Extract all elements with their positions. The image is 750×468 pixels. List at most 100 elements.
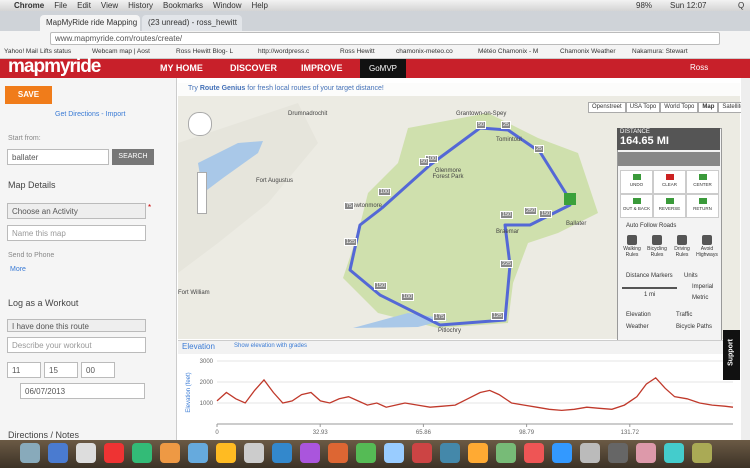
tool-button[interactable]: OUT & BACK: [620, 194, 653, 218]
name-input[interactable]: Name this map: [7, 225, 146, 241]
elevation-title[interactable]: Elevation: [182, 342, 215, 351]
tool-button[interactable]: CLEAR: [653, 170, 686, 194]
y-tick-label: 1000: [200, 401, 214, 407]
link[interactable]: More: [10, 266, 26, 273]
bookmark[interactable]: Chamonix Weather: [560, 48, 616, 55]
tool-button[interactable]: UNDO: [620, 170, 653, 194]
nav-link[interactable]: IMPROVE: [301, 63, 343, 73]
activity-select[interactable]: Choose an Activity: [7, 203, 146, 219]
layer-label[interactable]: Traffic: [676, 312, 693, 318]
address-bar[interactable]: www.mapmyride.com/routes/create/: [50, 32, 720, 45]
dock-icon[interactable]: [20, 443, 40, 463]
bookmark[interactable]: chamonix-meteo.co: [396, 48, 453, 55]
bookmark[interactable]: http://wordpress.c: [258, 48, 310, 55]
bookmark[interactable]: Nakamura: Stewart: [632, 48, 688, 55]
checkbox-label[interactable]: Distance Markers: [626, 273, 673, 279]
bookmark[interactable]: Ross Hewitt Blog- L: [176, 48, 234, 55]
dock-icon[interactable]: [48, 443, 68, 463]
map-type-button[interactable]: Openstreet: [588, 102, 626, 113]
dock-icon[interactable]: [244, 443, 264, 463]
menu[interactable]: Edit: [77, 1, 91, 10]
menu[interactable]: View: [100, 1, 119, 10]
map-type-button[interactable]: USA Topo: [625, 102, 661, 113]
search-button[interactable]: SEARCH: [112, 149, 154, 165]
menu[interactable]: File: [54, 1, 68, 10]
tool-button[interactable]: RETURN: [686, 194, 719, 218]
dock-icon[interactable]: [76, 443, 96, 463]
dock-icon[interactable]: [468, 443, 488, 463]
units-label: Units: [684, 273, 698, 279]
layer-label[interactable]: Elevation: [626, 312, 651, 318]
dock-icon[interactable]: [300, 443, 320, 463]
rule-option[interactable]: Bicycling Rules: [645, 234, 669, 266]
dock-icon[interactable]: [104, 443, 124, 463]
dock-icon[interactable]: [440, 443, 460, 463]
dock-icon[interactable]: [384, 443, 404, 463]
dock-icon[interactable]: [188, 443, 208, 463]
time-input[interactable]: 11: [7, 362, 41, 378]
directions-link[interactable]: Get Directions - Import: [55, 111, 126, 118]
support-tab[interactable]: [723, 330, 740, 380]
nav-link[interactable]: MY HOME: [160, 63, 203, 73]
bookmark[interactable]: Ross Hewitt: [340, 48, 375, 55]
tool-button[interactable]: CENTER: [686, 170, 719, 194]
nav-link[interactable]: DISCOVER: [230, 63, 278, 73]
dock-icon[interactable]: [664, 443, 684, 463]
dock-icon[interactable]: [356, 443, 376, 463]
app-menu[interactable]: Chrome: [14, 1, 45, 10]
dock-icon[interactable]: [272, 443, 292, 463]
dock-icon[interactable]: [524, 443, 544, 463]
checkbox-label[interactable]: Send to Phone: [8, 252, 55, 259]
menu[interactable]: Bookmarks: [163, 1, 204, 10]
grades-link[interactable]: Show elevation with grades: [234, 343, 308, 349]
promo[interactable]: GoMVP: [360, 59, 406, 78]
rule-option[interactable]: Walking Rules: [620, 234, 644, 266]
dock-icon[interactable]: [216, 443, 236, 463]
tab[interactable]: (23 unread) - ross_hewitt: [142, 15, 242, 31]
describe-input[interactable]: Describe your workout: [7, 337, 146, 353]
rule-option[interactable]: Driving Rules: [670, 234, 694, 266]
slider[interactable]: [622, 287, 677, 289]
nav-control[interactable]: [188, 112, 212, 136]
user-menu[interactable]: Ross: [690, 63, 709, 72]
start-input[interactable]: ballater: [7, 149, 109, 165]
dock-icon[interactable]: [580, 443, 600, 463]
time-input[interactable]: 15: [44, 362, 78, 378]
dock-icon[interactable]: [160, 443, 180, 463]
tool-button[interactable]: REVERSE: [653, 194, 686, 218]
radio-label[interactable]: Metric: [692, 295, 709, 301]
menu[interactable]: Help: [251, 1, 268, 10]
y-tick-label: 2000: [200, 380, 214, 386]
map-type-button[interactable]: Map: [698, 102, 719, 113]
dock-icon[interactable]: [412, 443, 432, 463]
panel-tabs[interactable]: [618, 152, 720, 166]
dock-icon[interactable]: [132, 443, 152, 463]
save-button[interactable]: SAVE: [5, 86, 52, 104]
dock-icon[interactable]: [636, 443, 656, 463]
dock-icon[interactable]: [552, 443, 572, 463]
menu[interactable]: History: [128, 1, 154, 10]
layer-label[interactable]: Weather: [626, 324, 649, 330]
dock-icon[interactable]: [692, 443, 712, 463]
menu[interactable]: Window: [213, 1, 242, 10]
tool-label: REVERSE: [658, 206, 681, 211]
tab[interactable]: MapMyRide ride Mapping: [40, 15, 140, 31]
dock-icon[interactable]: [328, 443, 348, 463]
rule-option[interactable]: Avoid Highways: [695, 234, 719, 266]
layer-label[interactable]: Bicycle Paths: [676, 324, 713, 330]
dock-icon[interactable]: [496, 443, 516, 463]
bookmark[interactable]: Météo Chamonix - M: [478, 48, 539, 55]
bookmark[interactable]: Yahoo! Mail: [4, 48, 38, 55]
map-type-button[interactable]: World Topo: [660, 102, 699, 113]
bookmark[interactable]: Webcam map | Aost: [92, 48, 150, 55]
radio-label[interactable]: Imperial: [692, 284, 714, 290]
banner-link[interactable]: Route Genius: [199, 85, 246, 92]
workout-select[interactable]: I have done this route: [7, 319, 146, 332]
checkbox-label[interactable]: Auto Follow Roads: [626, 223, 677, 229]
bookmark[interactable]: Lifts status: [40, 48, 72, 55]
support-text[interactable]: Support: [727, 339, 735, 366]
zoom-control[interactable]: [197, 172, 207, 214]
dock-icon[interactable]: [608, 443, 628, 463]
date-input[interactable]: 06/07/2013: [20, 383, 145, 399]
time-input[interactable]: 00: [81, 362, 115, 378]
